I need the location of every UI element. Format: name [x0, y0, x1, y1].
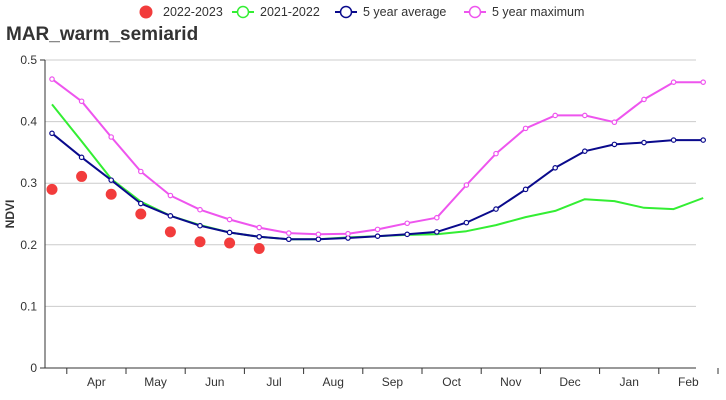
- data-point: [345, 230, 351, 237]
- data-point: [164, 226, 176, 238]
- data-point: [76, 170, 88, 182]
- data-point: [493, 150, 499, 157]
- data-point: [78, 98, 85, 105]
- series-2021-2022: [51, 103, 704, 241]
- data-point: [700, 137, 707, 143]
- data-point: [670, 79, 677, 85]
- data-point: [194, 236, 206, 248]
- legend-marker: [236, 5, 250, 19]
- series-line: [51, 132, 704, 241]
- data-point: [493, 206, 499, 212]
- chart-title: MAR_warm_semiarid: [6, 24, 198, 45]
- legend-marker: [468, 5, 482, 19]
- legend-item-5-year-average[interactable]: 5 year average: [335, 5, 446, 19]
- legend-label: 5 year average: [363, 5, 446, 19]
- series-5-year-maximum: [49, 76, 707, 238]
- x-tick-label: Oct: [442, 375, 461, 389]
- x-tick-label: Sep: [382, 375, 404, 389]
- data-point: [611, 119, 618, 126]
- data-point: [463, 219, 470, 226]
- legend[interactable]: 2022-2023 2021-2022 5 year average 5 year m…: [139, 5, 585, 19]
- legend-label: 5 year maximum: [492, 5, 584, 19]
- data-point: [463, 182, 470, 188]
- data-point: [522, 186, 529, 193]
- x-tick-label: Jun: [205, 375, 224, 389]
- series-line: [51, 78, 704, 236]
- legend-marker: [339, 5, 353, 19]
- data-point: [670, 137, 677, 143]
- data-point: [138, 168, 144, 175]
- legend-item-2022-2023[interactable]: 2022-2023: [139, 5, 223, 19]
- data-point: [374, 233, 381, 239]
- y-tick-label: 0.2: [20, 238, 37, 252]
- data-point: [256, 224, 263, 231]
- data-point: [581, 148, 588, 154]
- data-point: [105, 188, 117, 200]
- data-point: [611, 141, 618, 148]
- data-point: [522, 125, 529, 132]
- data-point: [315, 231, 322, 238]
- data-point: [49, 76, 55, 82]
- data-point: [108, 177, 115, 183]
- y-tick-label: 0.4: [20, 115, 37, 129]
- data-point: [700, 79, 707, 85]
- series-5-year-average: [49, 130, 707, 243]
- data-point: [581, 112, 588, 119]
- x-tick-label: Apr: [87, 375, 106, 389]
- data-point: [108, 134, 115, 140]
- data-point: [433, 214, 440, 221]
- x-tick-label: Aug: [323, 375, 344, 389]
- data-point: [315, 236, 322, 243]
- data-point: [641, 139, 647, 146]
- y-tick-label: 0.1: [20, 299, 37, 313]
- data-point: [404, 231, 411, 238]
- gridlines: 0 0.1 0.2 0.3 0.4 0.5: [20, 53, 696, 375]
- data-point: [138, 200, 144, 207]
- data-point: [49, 130, 55, 137]
- data-point: [285, 230, 292, 236]
- y-axis-label: NDVI: [3, 200, 17, 229]
- data-point: [374, 226, 381, 233]
- data-point: [256, 233, 263, 240]
- data-point: [641, 96, 647, 103]
- data-point: [552, 112, 559, 119]
- data-point: [167, 213, 174, 219]
- data-point: [167, 192, 174, 199]
- x-tick-label: Jan: [620, 375, 639, 389]
- data-point: [226, 229, 233, 236]
- data-point: [197, 206, 203, 213]
- y-tick-label: 0.3: [20, 176, 37, 190]
- legend-item-5-year-maximum[interactable]: 5 year maximum: [464, 5, 584, 19]
- data-point: [253, 242, 265, 254]
- legend-label: 2022-2023: [163, 5, 223, 19]
- series-layer: [46, 76, 707, 254]
- x-tick-label: Feb: [678, 375, 699, 389]
- legend-label: 2021-2022: [260, 5, 320, 19]
- x-tick-label: Nov: [500, 375, 521, 389]
- data-point: [197, 222, 203, 229]
- x-tick-label: May: [144, 375, 167, 389]
- legend-marker: [139, 5, 153, 19]
- data-point: [46, 183, 58, 195]
- legend-item-2021-2022[interactable]: 2021-2022: [232, 5, 320, 19]
- y-tick-label: 0.5: [20, 53, 37, 67]
- data-point: [224, 237, 236, 249]
- data-point: [135, 208, 147, 220]
- x-tick-label: Jul: [266, 375, 281, 389]
- data-point: [552, 165, 559, 171]
- x-tick-label: Dec: [559, 375, 580, 389]
- series-line: [51, 103, 704, 241]
- data-point: [285, 236, 292, 243]
- series-2022-2023: [46, 170, 265, 254]
- data-point: [226, 216, 233, 223]
- y-tick-label: 0: [30, 361, 37, 375]
- axes: Apr May Jun Jul Aug Sep Oct Nov Dec Jan Feb: [40, 59, 719, 389]
- data-point: [433, 229, 440, 235]
- data-point: [404, 220, 411, 227]
- data-point: [78, 154, 85, 161]
